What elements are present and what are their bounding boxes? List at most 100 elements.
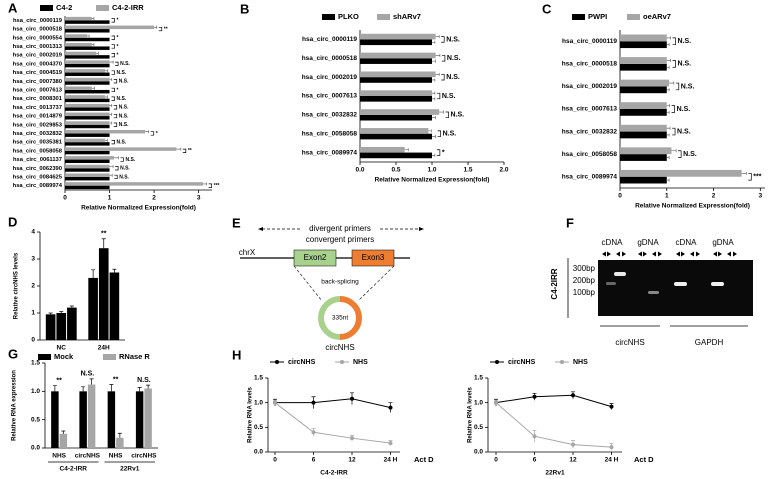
bar — [620, 154, 667, 161]
bracket — [111, 35, 115, 40]
error-bar — [91, 86, 95, 90]
y-tick-label: 1 — [31, 310, 35, 317]
annotation: N.S. — [678, 61, 692, 68]
legend-label: shARv7 — [393, 12, 421, 21]
bracket — [111, 18, 115, 23]
error-bar — [96, 51, 99, 55]
bar — [65, 133, 110, 137]
bar — [360, 146, 405, 153]
annotation: * — [117, 52, 119, 58]
category-label: hsa_circ_0008301 — [13, 96, 63, 102]
lane-label: cDNA — [602, 238, 624, 247]
bar — [79, 391, 87, 448]
panel-label: G — [8, 346, 18, 361]
legend-swatch — [627, 14, 640, 20]
y-tick-label: 0.0 — [31, 445, 40, 452]
y-tick-label: 0 — [31, 337, 35, 344]
splice-line — [293, 265, 323, 302]
error-bar — [432, 40, 436, 44]
category-label: hsa_circ_0000518 — [302, 55, 358, 62]
x-axis-label: Relative Normalized Expression(fold) — [81, 205, 196, 212]
bar — [65, 129, 146, 134]
point — [311, 430, 316, 435]
y-axis-label: Relative circNHS levels — [14, 252, 20, 319]
category-label: hsa_circ_0007613 — [302, 93, 358, 100]
category-label: hsa_circ_0061137 — [13, 157, 62, 163]
bar — [65, 89, 110, 94]
bracket — [113, 79, 118, 84]
exon-label: Exon2 — [304, 253, 327, 262]
primer-label: convergent primers — [306, 235, 374, 244]
bar — [65, 29, 110, 33]
chromosome-label: chrX — [239, 248, 256, 257]
arrowhead — [258, 227, 263, 231]
error-bar — [109, 165, 114, 169]
legend-label: PWPI — [588, 12, 607, 21]
x-tick-label: 0.5 — [391, 167, 400, 174]
panel-label: D — [8, 214, 17, 229]
bar — [65, 60, 110, 64]
y-tick-label: 0.5 — [31, 416, 40, 423]
annotation: ** — [101, 231, 107, 238]
band — [711, 282, 724, 286]
legend-label: NHS — [353, 359, 368, 366]
error-bar — [666, 133, 670, 137]
lane-label: gDNA — [637, 238, 659, 247]
bracket — [115, 166, 119, 171]
category-label: hsa_circ_0002019 — [302, 74, 358, 81]
annotation: * — [442, 149, 445, 156]
bracket — [115, 61, 119, 66]
series-line — [495, 402, 612, 448]
point — [388, 405, 393, 410]
product-label: circNHS — [325, 343, 354, 352]
annotation: N.S. — [678, 38, 692, 45]
bar — [360, 52, 436, 59]
bar — [360, 39, 432, 46]
bar — [620, 57, 667, 64]
bar — [65, 147, 177, 151]
bar — [65, 121, 110, 125]
bracket — [114, 174, 118, 180]
category-label: hsa_circ_0029853 — [13, 122, 63, 128]
x-tick-label: 24H — [98, 345, 110, 352]
y-tick-label: 4 — [31, 229, 35, 236]
error-bar — [109, 104, 113, 108]
error-bar — [741, 171, 747, 175]
y-axis-label: Relative RNA expression — [12, 370, 18, 441]
error-bar — [48, 312, 53, 315]
bar — [65, 182, 204, 186]
bar — [360, 33, 436, 40]
annotation: * — [117, 44, 119, 50]
bracket — [182, 148, 187, 153]
gel: F cDNA gDNA cDNA gDNA 300bp 200bp 100bp … — [550, 215, 753, 347]
error-bar — [666, 110, 670, 114]
series-line — [274, 402, 391, 444]
error-bar — [109, 121, 113, 125]
annotation: N.S. — [119, 122, 129, 128]
legend-swatch — [572, 14, 585, 20]
bracket — [111, 87, 115, 93]
error-bar — [432, 97, 436, 101]
bar — [65, 98, 110, 103]
bracket — [113, 113, 118, 119]
band — [674, 282, 687, 286]
bar — [65, 124, 110, 129]
category-label: hsa_circ_0032832 — [562, 128, 618, 135]
point — [494, 400, 498, 405]
annotation: ** — [113, 376, 119, 383]
gel-image — [598, 260, 753, 316]
x-tick-label: 1.5 — [463, 167, 472, 174]
primer-icons — [602, 251, 737, 257]
bracket — [120, 157, 124, 162]
category-label: hsa_circ_0000119 — [302, 36, 357, 43]
error-bar — [432, 78, 436, 82]
x-tick-label: 24 H — [605, 457, 619, 464]
error-bar — [105, 95, 108, 99]
annotation: N.S. — [681, 83, 695, 90]
series-line — [495, 394, 612, 408]
bar — [144, 388, 152, 448]
annotation: * — [117, 87, 119, 93]
x-tick-label: 24 H — [384, 457, 398, 464]
bar — [65, 37, 110, 42]
x-tick-label: 2.0 — [499, 167, 508, 174]
